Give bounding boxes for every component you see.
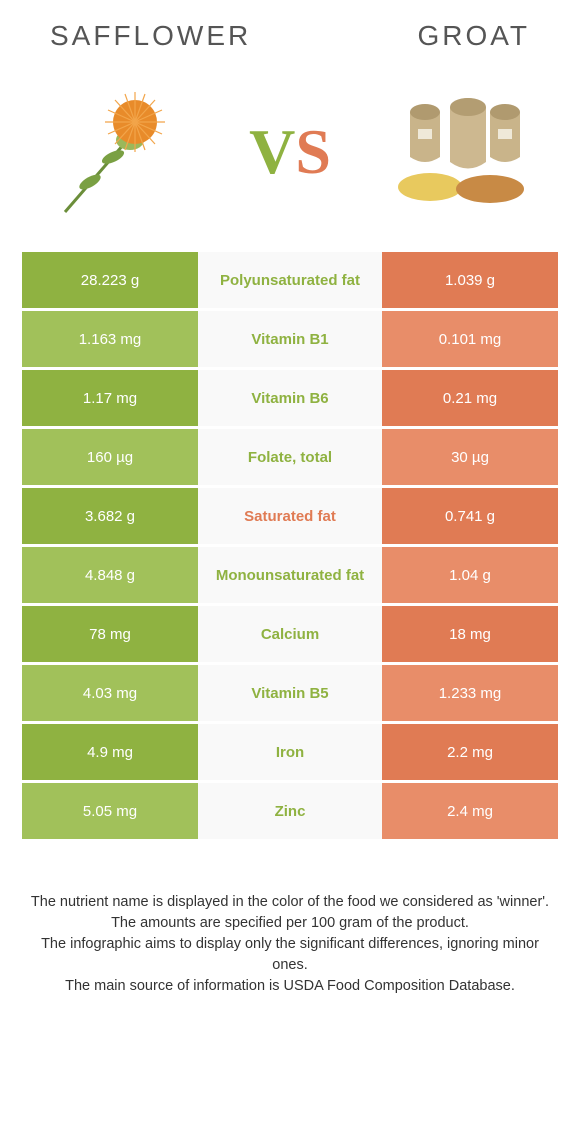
right-value: 2.4 mg xyxy=(382,783,558,839)
groat-icon xyxy=(380,87,550,217)
nutrient-label: Iron xyxy=(198,724,382,780)
comparison-table: 28.223 gPolyunsaturated fat1.039 g1.163 … xyxy=(22,252,558,839)
table-row: 4.848 gMonounsaturated fat1.04 g xyxy=(22,547,558,603)
footer-line: The main source of information is USDA F… xyxy=(28,976,552,997)
nutrient-label: Vitamin B1 xyxy=(198,311,382,367)
table-row: 160 µgFolate, total30 µg xyxy=(22,429,558,485)
vs-badge: VS xyxy=(249,115,331,189)
left-value: 78 mg xyxy=(22,606,198,662)
left-value: 160 µg xyxy=(22,429,198,485)
left-food-title: Safflower xyxy=(50,20,251,52)
footer-line: The amounts are specified per 100 gram o… xyxy=(28,913,552,934)
right-food-title: Groat xyxy=(418,20,530,52)
groat-image xyxy=(380,82,550,222)
images-row: VS xyxy=(0,62,580,252)
right-value: 1.04 g xyxy=(382,547,558,603)
left-value: 5.05 mg xyxy=(22,783,198,839)
nutrient-label: Vitamin B6 xyxy=(198,370,382,426)
table-row: 4.03 mgVitamin B51.233 mg xyxy=(22,665,558,721)
left-value: 4.9 mg xyxy=(22,724,198,780)
left-value: 4.03 mg xyxy=(22,665,198,721)
table-row: 28.223 gPolyunsaturated fat1.039 g xyxy=(22,252,558,308)
nutrient-label: Saturated fat xyxy=(198,488,382,544)
table-row: 78 mgCalcium18 mg xyxy=(22,606,558,662)
left-value: 1.17 mg xyxy=(22,370,198,426)
right-value: 0.21 mg xyxy=(382,370,558,426)
nutrient-label: Polyunsaturated fat xyxy=(198,252,382,308)
right-value: 1.233 mg xyxy=(382,665,558,721)
right-value: 18 mg xyxy=(382,606,558,662)
vs-letter-v: V xyxy=(249,116,295,187)
right-value: 2.2 mg xyxy=(382,724,558,780)
footer-line: The nutrient name is displayed in the co… xyxy=(28,892,552,913)
left-value: 28.223 g xyxy=(22,252,198,308)
table-row: 5.05 mgZinc2.4 mg xyxy=(22,783,558,839)
table-row: 1.17 mgVitamin B60.21 mg xyxy=(22,370,558,426)
nutrient-label: Monounsaturated fat xyxy=(198,547,382,603)
right-value: 1.039 g xyxy=(382,252,558,308)
table-row: 1.163 mgVitamin B10.101 mg xyxy=(22,311,558,367)
left-value: 3.682 g xyxy=(22,488,198,544)
footer-notes: The nutrient name is displayed in the co… xyxy=(0,842,580,997)
vs-letter-s: S xyxy=(295,116,331,187)
left-value: 1.163 mg xyxy=(22,311,198,367)
nutrient-label: Folate, total xyxy=(198,429,382,485)
nutrient-label: Zinc xyxy=(198,783,382,839)
table-row: 3.682 gSaturated fat0.741 g xyxy=(22,488,558,544)
nutrient-label: Vitamin B5 xyxy=(198,665,382,721)
safflower-icon xyxy=(35,82,195,222)
table-row: 4.9 mgIron2.2 mg xyxy=(22,724,558,780)
right-value: 30 µg xyxy=(382,429,558,485)
right-value: 0.741 g xyxy=(382,488,558,544)
safflower-image xyxy=(30,82,200,222)
nutrient-label: Calcium xyxy=(198,606,382,662)
left-value: 4.848 g xyxy=(22,547,198,603)
footer-line: The infographic aims to display only the… xyxy=(28,934,552,976)
header-row: Safflower Groat xyxy=(0,0,580,62)
right-value: 0.101 mg xyxy=(382,311,558,367)
